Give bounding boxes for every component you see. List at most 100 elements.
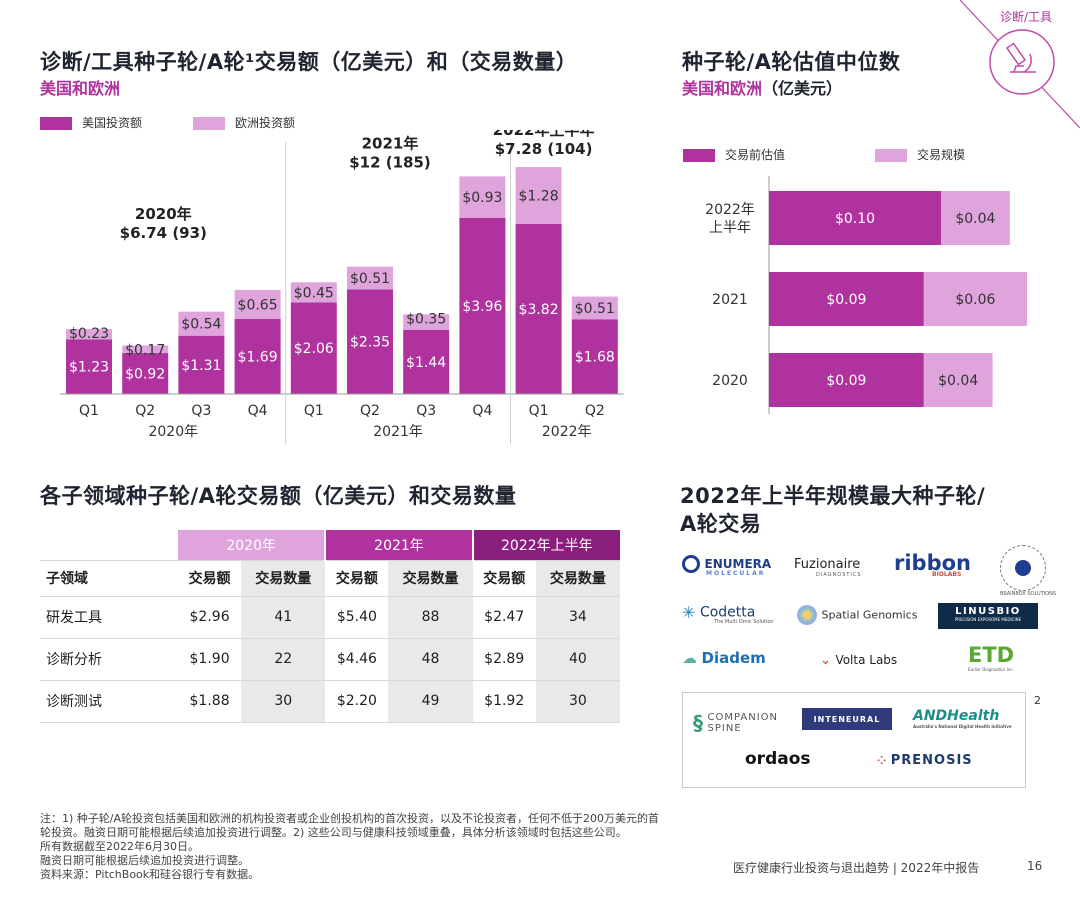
bar-label-us: $1.23 bbox=[69, 360, 109, 376]
bar-label-us: $1.69 bbox=[238, 349, 278, 365]
legend-label-us: 美国投资额 bbox=[82, 116, 143, 130]
bar-deal-size bbox=[941, 191, 1010, 245]
x-tick-label: Q1 bbox=[79, 403, 99, 419]
table-period-2022h1: 2022年上半年 bbox=[472, 530, 620, 561]
logo-spatial-genomics: Spatial Genomics bbox=[797, 605, 917, 625]
chart1-legend-eu: 欧洲投资额 bbox=[193, 114, 295, 131]
chart2-subtitle: 美国和欧洲（亿美元） bbox=[682, 75, 842, 99]
bar-eu bbox=[459, 176, 506, 218]
x-tick-label: Q3 bbox=[416, 403, 436, 419]
x-tick-label: Q1 bbox=[304, 403, 324, 419]
bar-label-eu: $0.23 bbox=[69, 326, 109, 342]
subheader-count: 交易数量 bbox=[388, 560, 473, 597]
bar-label-eu: $0.51 bbox=[575, 301, 615, 317]
x-tick-label: Q2 bbox=[585, 403, 605, 419]
subheader-amount: 交易额 bbox=[472, 560, 536, 597]
bar-label-us: $1.31 bbox=[181, 358, 221, 374]
bar-label-deal-size: $0.04 bbox=[938, 373, 978, 389]
footnote-line: 融资日期可能根据后续追加投资进行调整。 bbox=[40, 854, 249, 867]
report-footer: 医疗健康行业投资与退出趋势 | 2022年中报告 bbox=[733, 861, 980, 875]
table-cell: 30 bbox=[535, 680, 620, 723]
bar-eu bbox=[234, 289, 281, 319]
logo-subtext: PRECISION EXPOSOME MEDICINE bbox=[954, 617, 1022, 622]
chart1-title: 诊断/工具种子轮/A轮¹交易额（亿美元）和（交易数量） bbox=[40, 50, 578, 74]
page-number: 16 bbox=[1027, 859, 1043, 873]
spatial-dot-icon bbox=[797, 605, 817, 625]
x-tick-label: Q1 bbox=[529, 403, 549, 419]
bar-label-us: $3.96 bbox=[462, 299, 502, 315]
logos-title-line2: A轮交易 bbox=[680, 512, 762, 536]
enumera-mark-icon bbox=[682, 555, 700, 573]
bar-label-us: $1.44 bbox=[406, 355, 446, 371]
diadem-cloud-icon: ☁ bbox=[682, 649, 697, 667]
footnote-line: 所有数据截至2022年6月30日。 bbox=[40, 840, 199, 853]
logo-text: Codetta bbox=[699, 604, 756, 621]
bar-label-eu: $0.65 bbox=[238, 297, 278, 313]
bar-label-pre-money: $0.09 bbox=[826, 373, 866, 389]
logo-ordaos: ordaos bbox=[745, 749, 811, 769]
bar-pre-money bbox=[769, 353, 924, 407]
bar-us bbox=[571, 319, 618, 394]
bar-eu bbox=[403, 314, 450, 330]
table-cell: $1.90 bbox=[178, 638, 242, 681]
bar-label-us: $1.68 bbox=[575, 350, 615, 366]
bar-deal-size bbox=[923, 272, 1027, 326]
chart2-subtitle-region: 美国和欧洲 bbox=[682, 79, 763, 98]
table-cell: $2.47 bbox=[472, 596, 536, 639]
logo-text: Diadem bbox=[701, 649, 766, 667]
x-tick-label: Q4 bbox=[248, 403, 268, 419]
bar-label-eu: $0.45 bbox=[294, 285, 334, 301]
prenosis-dots-icon: ⁘ bbox=[877, 754, 887, 767]
table-cell: 22 bbox=[241, 638, 326, 681]
chart1-legend-us: 美国投资额 bbox=[40, 114, 142, 131]
logo-text: ribbon bbox=[894, 551, 971, 575]
bar-eu bbox=[66, 329, 112, 340]
valuation-horizontal-bar-chart: $0.10 $0.04 2022年上半年 $0.09 $0.06 2021 $0.09 $0.… bbox=[705, 176, 1027, 414]
companion-s-icon: § bbox=[693, 711, 703, 735]
table-cell: $2.89 bbox=[472, 638, 536, 681]
bar-us bbox=[66, 339, 112, 394]
logo-text: ENUMERA bbox=[704, 557, 772, 571]
logo-ribbon: ribbon BIOLABS bbox=[894, 551, 971, 578]
bar-eu bbox=[571, 296, 618, 320]
subheader-count: 交易数量 bbox=[535, 560, 620, 597]
bar-us bbox=[290, 302, 337, 394]
bar-label-us: $3.82 bbox=[519, 302, 559, 318]
bar-label-eu: $0.51 bbox=[350, 271, 390, 287]
bar-label-pre-money: $0.09 bbox=[826, 292, 866, 308]
bar-us bbox=[122, 353, 169, 394]
logo-text: Volta Labs bbox=[835, 653, 898, 667]
logo-subtext: MOLECULAR bbox=[706, 570, 766, 577]
y-tick-label: 上半年 bbox=[709, 220, 751, 236]
companion-words: COMPANION SPINE bbox=[708, 712, 779, 734]
bar-label-eu: $0.35 bbox=[406, 311, 446, 327]
logo-brainbox: BRAINBOX SOLUTIONS bbox=[1000, 545, 1056, 597]
bar-us bbox=[178, 335, 225, 394]
table-cell: 41 bbox=[241, 596, 326, 639]
x-group-label: 2021年 bbox=[373, 424, 423, 440]
table-cell: $1.92 bbox=[472, 680, 536, 723]
footnote-line: 资料来源：PitchBook和硅谷银行专有数据。 bbox=[40, 868, 260, 881]
logo-text: INTENEURAL bbox=[813, 715, 881, 724]
logo-text: Spatial Genomics bbox=[821, 608, 918, 622]
chart1-subtitle: 美国和欧洲 bbox=[40, 79, 121, 98]
table-cell: 30 bbox=[241, 680, 326, 723]
logo-volta-labs: ⌄ Volta Labs bbox=[820, 653, 897, 668]
x-group-label: 2020年 bbox=[148, 424, 198, 440]
table-cell: 40 bbox=[535, 638, 620, 681]
logo-text: ANDHealth bbox=[913, 708, 1000, 724]
table-row-label: 诊断测试 bbox=[40, 680, 178, 723]
bar-eu bbox=[178, 311, 225, 336]
logo-codetta: ✳ Codetta The Multi Omic Solution bbox=[682, 603, 774, 625]
footnotes: 注：1) 种子轮/A轮投资包括美国和欧洲的机构投资者或企业创投机构的首次投资，以… bbox=[40, 812, 700, 882]
total-annotation-value: $7.28 (104) bbox=[495, 140, 593, 158]
microscope-icon bbox=[1005, 42, 1036, 73]
bar-deal-size bbox=[923, 353, 993, 407]
bar-us bbox=[515, 224, 562, 394]
table-cell: $2.96 bbox=[178, 596, 242, 639]
codetta-asterisk-icon: ✳ bbox=[682, 603, 696, 622]
table-row: 诊断分析 $1.90 22 $4.46 48 $2.89 40 bbox=[40, 638, 620, 681]
logo-diadem: ☁ Diadem bbox=[682, 649, 766, 667]
corner-decoration bbox=[959, 0, 1080, 130]
total-annotation-year: 2021年 bbox=[362, 135, 419, 153]
